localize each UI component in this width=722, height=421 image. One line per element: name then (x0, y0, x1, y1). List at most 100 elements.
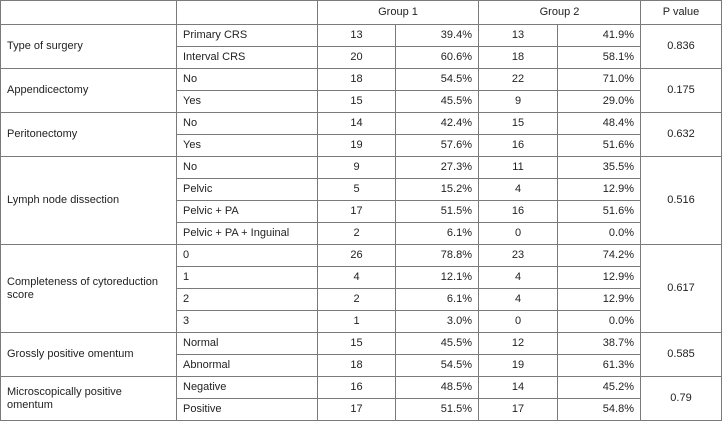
group-2-count: 19 (478, 354, 558, 377)
group-1-count: 15 (317, 332, 396, 355)
table-row: Positive 17 51.5% 17 54.8% (1, 398, 722, 421)
group-1-percent: 6.1% (395, 222, 479, 245)
group-2-count: 4 (478, 178, 558, 201)
level-label: Interval CRS (176, 46, 318, 69)
p-value: 0.516 (640, 156, 722, 245)
group-1-count: 1 (317, 310, 396, 333)
group-2-count: 14 (478, 376, 558, 399)
group-2-count: 23 (478, 244, 558, 267)
group-1-count: 17 (317, 398, 396, 421)
level-label: No (176, 156, 318, 179)
table-row: Pelvic 5 15.2% 4 12.9% (1, 178, 722, 201)
level-label: Pelvic + PA (176, 200, 318, 223)
table-row: Completeness of cytoreduction score 0 26 78… (0, 244, 722, 333)
table-body: Type of surgery Primary CRS 13 39.4% 13 41.9%… (0, 24, 722, 421)
table-row: Grossly positive omentum Normal 15 45.5% 12 3… (0, 332, 722, 377)
group-2-percent: 61.3% (557, 354, 641, 377)
group-2-count: 16 (478, 200, 558, 223)
variable-name: Type of surgery (0, 24, 177, 69)
group-2-count: 4 (478, 266, 558, 289)
level-label: No (176, 68, 318, 91)
level-label: Positive (176, 398, 318, 421)
group-2-count: 22 (478, 68, 558, 91)
group-2-percent: 51.6% (557, 200, 641, 223)
group-2-count: 12 (478, 332, 558, 355)
header-variable (0, 0, 177, 25)
group-2-percent: 12.9% (557, 266, 641, 289)
header-level (176, 0, 318, 25)
p-value: 0.175 (640, 68, 722, 113)
group-1-count: 26 (317, 244, 396, 267)
group-1-count: 17 (317, 200, 396, 223)
group-1-percent: 57.6% (395, 134, 479, 157)
p-value: 0.836 (640, 24, 722, 69)
group-2-count: 16 (478, 134, 558, 157)
group-1-percent: 6.1% (395, 288, 479, 311)
variable-name: Lymph node dissection (0, 156, 177, 245)
p-value: 0.617 (640, 244, 722, 333)
table-row: Interval CRS 20 60.6% 18 58.1% (1, 46, 722, 69)
table-row: Lymph node dissection No 9 27.3% 11 35.5% 0.51… (0, 156, 722, 245)
group-2-count: 18 (478, 46, 558, 69)
table-row: Microscopically positive omentum Negative… (0, 376, 722, 421)
group-2-percent: 35.5% (557, 156, 641, 179)
group-2-count: 15 (478, 112, 558, 135)
level-label: Normal (176, 332, 318, 355)
group-1-count: 13 (317, 24, 396, 47)
group-2-count: 11 (478, 156, 558, 179)
group-2-count: 0 (478, 222, 558, 245)
level-label: 0 (176, 244, 318, 267)
level-label: Abnormal (176, 354, 318, 377)
group-2-percent: 38.7% (557, 332, 641, 355)
table-row: Type of surgery Primary CRS 13 39.4% 13 41.9%… (0, 24, 722, 69)
group-1-count: 15 (317, 90, 396, 113)
table-row: Abnormal 18 54.5% 19 61.3% (1, 354, 722, 377)
variable-name: Grossly positive omentum (0, 332, 177, 377)
level-label: No (176, 112, 318, 135)
group-2-percent: 12.9% (557, 178, 641, 201)
group-1-percent: 78.8% (395, 244, 479, 267)
level-label: Pelvic (176, 178, 318, 201)
group-2-count: 17 (478, 398, 558, 421)
group-1-percent: 27.3% (395, 156, 479, 179)
group-2-percent: 51.6% (557, 134, 641, 157)
level-label: Yes (176, 134, 318, 157)
level-label: Negative (176, 376, 318, 399)
group-2-percent: 74.2% (557, 244, 641, 267)
level-label: 3 (176, 310, 318, 333)
group-2-percent: 71.0% (557, 68, 641, 91)
group-1-percent: 51.5% (395, 398, 479, 421)
group-2-percent: 58.1% (557, 46, 641, 69)
variable-name: Peritonectomy (0, 112, 177, 157)
header-row: Group 1 Group 2 P value (0, 0, 722, 25)
level-label: Pelvic + PA + Inguinal (176, 222, 318, 245)
group-1-percent: 48.5% (395, 376, 479, 399)
group-1-percent: 42.4% (395, 112, 479, 135)
group-1-count: 2 (317, 288, 396, 311)
level-label: 1 (176, 266, 318, 289)
group-2-percent: 54.8% (557, 398, 641, 421)
group-2-count: 4 (478, 288, 558, 311)
header-group-2: Group 2 (478, 0, 641, 25)
variable-name: Appendicectomy (0, 68, 177, 113)
group-1-percent: 54.5% (395, 68, 479, 91)
group-1-count: 4 (317, 266, 396, 289)
group-2-percent: 41.9% (557, 24, 641, 47)
group-1-percent: 15.2% (395, 178, 479, 201)
group-1-count: 2 (317, 222, 396, 245)
group-2-percent: 45.2% (557, 376, 641, 399)
level-label: Primary CRS (176, 24, 318, 47)
group-1-count: 5 (317, 178, 396, 201)
group-1-percent: 45.5% (395, 332, 479, 355)
group-1-count: 9 (317, 156, 396, 179)
group-2-percent: 0.0% (557, 222, 641, 245)
group-2-percent: 12.9% (557, 288, 641, 311)
group-2-percent: 0.0% (557, 310, 641, 333)
group-1-count: 18 (317, 68, 396, 91)
variable-name: Microscopically positive omentum (0, 376, 177, 421)
group-1-count: 18 (317, 354, 396, 377)
table-row: Peritonectomy No 14 42.4% 15 48.4% 0.632 (0, 112, 722, 157)
variable-name: Completeness of cytoreduction score (0, 244, 177, 333)
group-1-percent: 39.4% (395, 24, 479, 47)
